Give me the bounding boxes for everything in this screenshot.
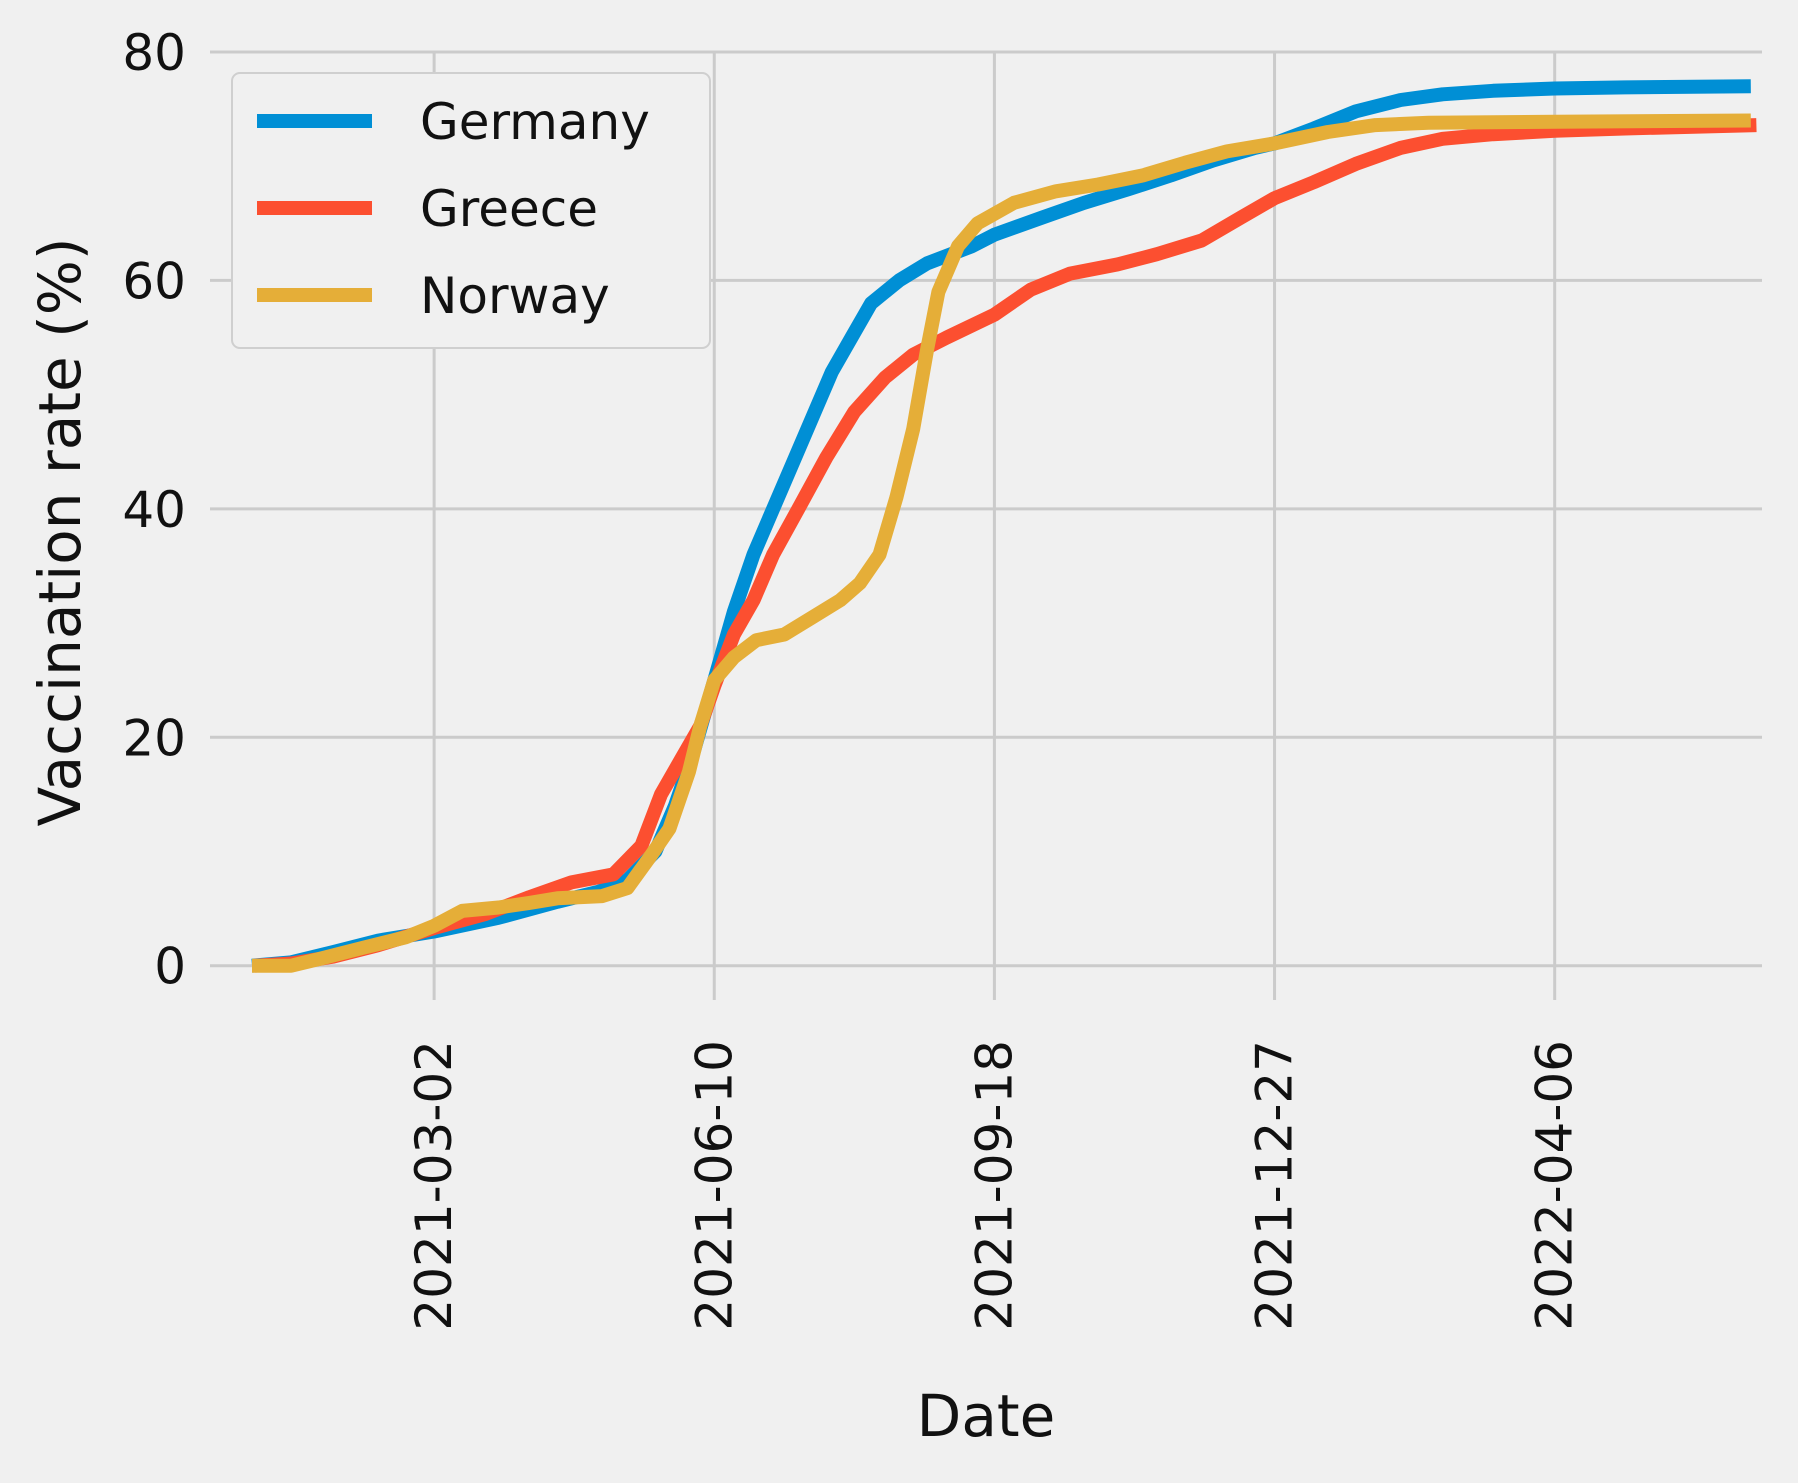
x-tick-label: 2021-12-27 [1246,1040,1304,1331]
y-axis-label: Vaccination rate (%) [26,237,94,826]
x-tick-label: 2021-09-18 [965,1040,1023,1331]
series-line-norway [252,113,1751,973]
series-layer [251,79,1757,973]
x-axis-ticks: 2021-03-02 2021-06-10 2021-09-18 2021-12-27… [405,1040,1584,1331]
legend-entries: Germany Greece Norway [257,93,650,325]
x-tick-label: 2021-06-10 [685,1040,743,1331]
x-axis-label: Date [917,1382,1056,1450]
legend-label-germany: Germany [420,93,650,151]
legend: Germany Greece Norway [231,72,711,349]
y-tick-label: 80 [122,24,186,82]
x-tick-label: 2021-03-02 [405,1040,463,1331]
y-axis-ticks: 0 20 40 60 80 [122,24,186,996]
legend-label-norway: Norway [420,267,610,325]
y-tick-label: 40 [122,481,186,539]
y-tick-label: 20 [122,709,186,767]
y-tick-label: 60 [122,252,186,310]
x-tick-label: 2022-04-06 [1526,1040,1584,1331]
series-line-greece [254,118,1757,973]
legend-label-greece: Greece [420,180,598,238]
y-tick-label: 0 [154,938,186,996]
legend-frame [231,72,711,349]
